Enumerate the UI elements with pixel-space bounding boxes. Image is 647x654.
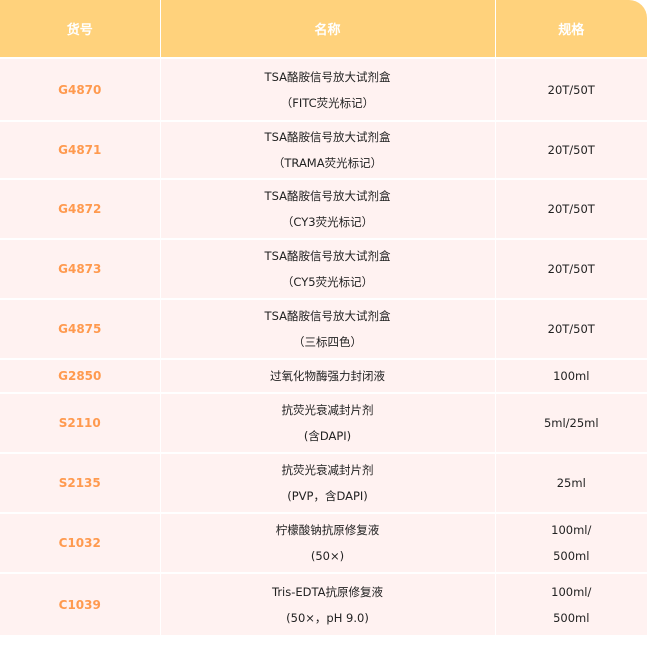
product-spec-line: 20T/50T [547, 82, 595, 97]
product-code: G4872 [0, 178, 161, 239]
product-name-line: 抗荧光衰减封片剂 [281, 403, 374, 417]
product-code: G4873 [0, 238, 161, 299]
header-name: 名称 [160, 0, 496, 58]
product-spec: 100ml/500ml [495, 512, 647, 573]
product-spec-line: 20T/50T [547, 202, 595, 216]
product-spec-line: 20T/50T [547, 322, 595, 336]
header-code: 货号 [0, 0, 161, 58]
product-spec: 20T/50T [495, 120, 647, 179]
product-name: TSA酪胺信号放大试剂盒 （CY3荧光标记） [160, 178, 496, 239]
table-row: G2850 过氧化物酶强力封闭液 100ml [0, 358, 647, 393]
product-spec: 20T/50T [495, 178, 647, 239]
product-name-line: 过氧化物酶强力封闭液 [270, 369, 385, 383]
product-spec: 20T/50T [495, 57, 647, 121]
product-spec: 100ml [495, 358, 647, 393]
table-row: S2110 抗荧光衰减封片剂 (含DAPI) 5ml/25ml [0, 392, 647, 453]
product-code: C1032 [0, 512, 161, 573]
product-code: S2110 [0, 392, 161, 453]
product-name-line: (50×) [310, 549, 345, 563]
product-spec-line: 20T/50T [547, 262, 595, 276]
product-name-line: （三标四色） [293, 335, 362, 349]
table-row: G4875 TSA酪胺信号放大试剂盒 （三标四色） 20T/50T [0, 298, 647, 359]
product-code: G4871 [0, 120, 161, 179]
table-row: G4873 TSA酪胺信号放大试剂盒 （CY5荧光标记） 20T/50T [0, 238, 647, 299]
table-row: S2135 抗荧光衰减封片剂 (PVP，含DAPI) 25ml [0, 452, 647, 513]
product-name-line: (PVP，含DAPI) [287, 489, 368, 503]
product-spec: 20T/50T [495, 238, 647, 299]
product-spec-line: 25ml [556, 476, 586, 490]
product-code: G4875 [0, 298, 161, 359]
product-name-line: TSA酪胺信号放大试剂盒 [264, 130, 391, 144]
product-name-line: （TRAMA荧光标记） [272, 156, 383, 170]
product-spec-line: 100ml/ [551, 584, 592, 599]
product-name: TSA酪胺信号放大试剂盒 （TRAMA荧光标记） [160, 120, 496, 179]
product-name: Tris-EDTA抗原修复液 (50×，pH 9.0) [160, 572, 496, 635]
product-code: G2850 [0, 358, 161, 393]
product-code: G4870 [0, 57, 161, 121]
product-spec-line: 500ml [553, 610, 590, 625]
product-name-line: Tris-EDTA抗原修复液 [271, 584, 384, 599]
product-name: 过氧化物酶强力封闭液 [160, 358, 496, 393]
product-spec-line: 5ml/25ml [543, 416, 599, 430]
header-spec: 规格 [495, 0, 647, 58]
table-row: G4870 TSA酪胺信号放大试剂盒 （FITC荧光标记） 20T/50T [0, 57, 647, 121]
product-table: 货号 名称 规格 G4870 TSA酪胺信号放大试剂盒 （FITC荧光标记） 20T/… [0, 0, 647, 635]
product-spec-line: 100ml/ [551, 523, 592, 537]
product-name: TSA酪胺信号放大试剂盒 （三标四色） [160, 298, 496, 359]
product-name-line: TSA酪胺信号放大试剂盒 [264, 309, 391, 323]
product-name-line: （CY3荧光标记） [281, 215, 374, 229]
product-spec: 5ml/25ml [495, 392, 647, 453]
product-spec: 20T/50T [495, 298, 647, 359]
product-name-line: 柠檬酸钠抗原修复液 [275, 523, 380, 537]
product-name-line: 抗荧光衰减封片剂 [281, 463, 374, 477]
product-name-line: (含DAPI) [303, 429, 352, 443]
product-name: 抗荧光衰减封片剂 (PVP，含DAPI) [160, 452, 496, 513]
product-name-line: (50×，pH 9.0) [286, 610, 369, 625]
product-spec-line: 500ml [553, 549, 590, 563]
product-code: S2135 [0, 452, 161, 513]
product-name-line: TSA酪胺信号放大试剂盒 [264, 69, 391, 84]
table-row: C1039 Tris-EDTA抗原修复液 (50×，pH 9.0) 100ml/500… [0, 572, 647, 635]
product-name: TSA酪胺信号放大试剂盒 （FITC荧光标记） [160, 57, 496, 121]
product-spec-line: 100ml [553, 369, 590, 383]
product-name-line: （CY5荧光标记） [281, 275, 374, 289]
product-name: TSA酪胺信号放大试剂盒 （CY5荧光标记） [160, 238, 496, 299]
product-name: 柠檬酸钠抗原修复液 (50×) [160, 512, 496, 573]
product-name-line: TSA酪胺信号放大试剂盒 [264, 249, 391, 263]
table-row: G4871 TSA酪胺信号放大试剂盒 （TRAMA荧光标记） 20T/50T [0, 120, 647, 179]
product-spec: 100ml/500ml [495, 572, 647, 635]
product-spec-line: 20T/50T [547, 143, 595, 157]
product-code: C1039 [0, 572, 161, 635]
product-name-line: TSA酪胺信号放大试剂盒 [264, 189, 391, 203]
product-name-line: （FITC荧光标记） [280, 95, 375, 110]
table-header-row: 货号 名称 规格 [0, 0, 647, 58]
product-name: 抗荧光衰减封片剂 (含DAPI) [160, 392, 496, 453]
table-row: C1032 柠檬酸钠抗原修复液 (50×) 100ml/500ml [0, 512, 647, 573]
product-spec: 25ml [495, 452, 647, 513]
table-row: G4872 TSA酪胺信号放大试剂盒 （CY3荧光标记） 20T/50T [0, 178, 647, 239]
